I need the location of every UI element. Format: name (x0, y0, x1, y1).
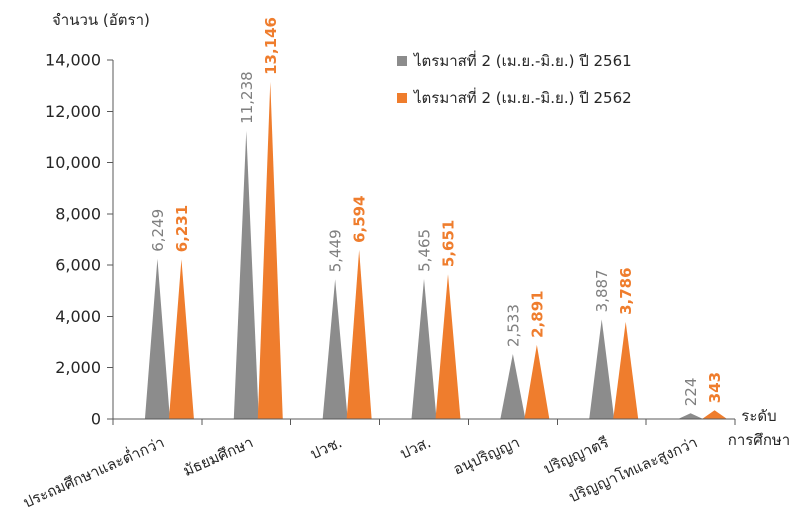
triangle-bar-series-1-2 (233, 130, 259, 420)
data-label-series-1-7: 224 (682, 378, 700, 407)
triangle-bar-series-2-3 (346, 249, 372, 419)
x-axis-title-line-2: การศึกษา (728, 431, 790, 449)
data-label-series-2-2: 13,146 (262, 17, 280, 75)
data-label-series-2-1: 6,231 (173, 205, 191, 252)
triangle-bar-series-1-4 (411, 278, 437, 419)
y-tick-label-2: 4,000 (55, 307, 101, 326)
triangle-bar-series-2-6 (613, 321, 639, 419)
y-tick-label-1: 2,000 (55, 358, 101, 377)
data-label-series-1-3: 5,449 (327, 229, 345, 272)
data-label-series-2-7: 343 (706, 372, 724, 403)
x-category-label-5: อนุปริญญา (450, 433, 522, 479)
data-labels: 6,249 11,238 5,449 5,465 2,533 3,887 224 6,231 1… (149, 17, 724, 406)
data-label-series-1-1: 6,249 (149, 209, 167, 252)
data-label-series-1-2: 11,238 (238, 71, 256, 123)
data-label-series-2-4: 5,651 (440, 220, 458, 267)
y-tick-label-6: 12,000 (45, 102, 101, 121)
x-category-label-1: ประถมศึกษาและต่ำกว่า (20, 431, 167, 511)
legend: ไตรมาสที่ 2 (เม.ย.-มิ.ย.) ปี 2561 ไตรมาส… (397, 50, 632, 107)
legend-item-series-2: ไตรมาสที่ 2 (เม.ย.-มิ.ย.) ปี 2562 (397, 87, 632, 107)
x-axis-title: ระดับ การศึกษา (728, 407, 790, 449)
data-label-series-2-3: 6,594 (351, 195, 369, 242)
legend-item-series-1: ไตรมาสที่ 2 (เม.ย.-มิ.ย.) ปี 2561 (397, 50, 632, 70)
triangle-bar-series-1-7 (678, 413, 704, 419)
x-category-label-2: มัธยมศึกษา (180, 433, 256, 480)
triangle-bar-series-2-7 (702, 410, 728, 419)
y-tick-label-5: 10,000 (45, 153, 101, 172)
triangle-bar-series-2-1 (168, 259, 194, 419)
x-category-label-6: ปริญญาตรี (541, 433, 612, 478)
data-label-series-2-5: 2,891 (528, 290, 546, 337)
y-axis-title: จำนวน (อัตรา) (52, 11, 150, 29)
x-category-label-3: ปวช. (307, 433, 344, 463)
triangle-bar-series-1-1 (144, 258, 170, 419)
data-label-series-1-6: 3,887 (593, 269, 611, 312)
legend-label-series-2: ไตรมาสที่ 2 (เม.ย.-มิ.ย.) ปี 2562 (413, 87, 632, 107)
data-label-series-2-6: 3,786 (617, 267, 635, 314)
bars (144, 81, 728, 420)
legend-label-series-1: ไตรมาสที่ 2 (เม.ย.-มิ.ย.) ปี 2561 (413, 50, 632, 70)
legend-swatch-series-2 (397, 93, 407, 103)
x-category-label-4: ปวส. (397, 433, 433, 462)
triangle-bar-series-1-5 (500, 354, 526, 419)
triangle-bar-series-2-5 (524, 344, 550, 419)
y-tick-label-7: 14,000 (45, 51, 101, 70)
x-axis: ประถมศึกษาและต่ำกว่า มัธยมศึกษา ปวช. ปวส. อน… (20, 418, 736, 512)
triangle-bar-series-1-6 (589, 319, 615, 419)
triangle-bar-series-1-3 (322, 279, 348, 419)
y-tick-label-3: 6,000 (55, 256, 101, 275)
triangle-bar-series-2-2 (257, 81, 283, 420)
x-axis-title-line-1: ระดับ (741, 407, 776, 425)
legend-swatch-series-1 (397, 56, 407, 66)
data-label-series-1-5: 2,533 (504, 304, 522, 347)
y-axis: 0 2,000 4,000 6,000 8,000 10,000 12,000 14,000 (45, 51, 114, 429)
triangle-bar-series-2-4 (435, 274, 461, 419)
y-tick-label-0: 0 (91, 410, 101, 429)
y-tick-label-4: 8,000 (55, 204, 101, 223)
data-label-series-1-4: 5,465 (416, 229, 434, 272)
